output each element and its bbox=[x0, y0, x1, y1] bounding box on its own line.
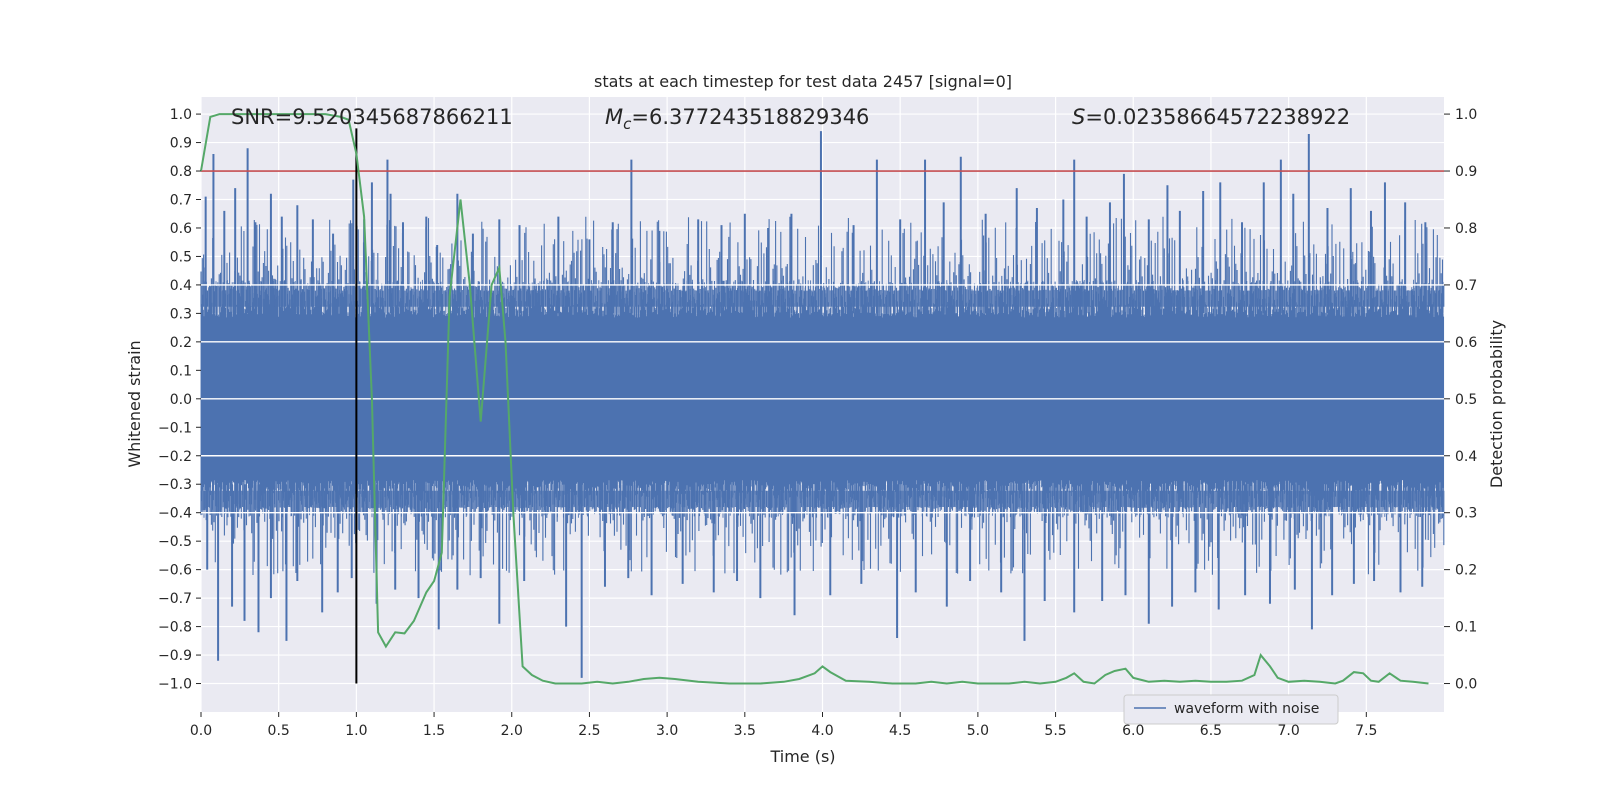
x-tick-label: 7.0 bbox=[1277, 723, 1299, 739]
y-tick-label: 0.0 bbox=[170, 392, 192, 408]
y2-tick-label: 0.6 bbox=[1455, 335, 1477, 351]
waveform-core bbox=[200, 279, 1445, 518]
y2-axis-label: Detection probability bbox=[1487, 320, 1506, 488]
y-tick-label: −0.2 bbox=[158, 449, 192, 465]
x-tick-label: 0.5 bbox=[268, 723, 290, 739]
y2-tick-label: 0.5 bbox=[1455, 392, 1477, 408]
y-tick-label: 0.5 bbox=[170, 249, 192, 265]
y2-tick-label: 0.2 bbox=[1455, 563, 1477, 579]
y-tick-label: −0.9 bbox=[158, 648, 192, 664]
y-tick-label: 0.3 bbox=[170, 306, 192, 322]
y-tick-label: 0.1 bbox=[170, 363, 192, 379]
y2-axis-ticks: 1.0 0.9 0.8 0.7 0.6 0.5 0.4 0.3 0.2 0.1 0.0 bbox=[1444, 107, 1477, 693]
x-tick-label: 1.5 bbox=[423, 723, 445, 739]
y-tick-label: −0.3 bbox=[158, 477, 192, 493]
x-tick-label: 2.0 bbox=[501, 723, 523, 739]
y2-tick-label: 0.3 bbox=[1455, 506, 1477, 522]
x-axis-label: Time (s) bbox=[769, 747, 835, 766]
s-symbol: S bbox=[1072, 105, 1085, 129]
x-tick-label: 4.0 bbox=[811, 723, 833, 739]
y2-tick-label: 0.8 bbox=[1455, 221, 1477, 237]
chirp-mass-annotation: Mc=6.377243518829346 bbox=[605, 105, 869, 133]
chart-title: stats at each timestep for test data 245… bbox=[594, 72, 1012, 91]
y2-tick-label: 0.9 bbox=[1455, 164, 1477, 180]
s-value: =0.023586645722389​22 bbox=[1085, 105, 1350, 129]
x-tick-label: 3.0 bbox=[656, 723, 678, 739]
y-tick-label: 0.2 bbox=[170, 335, 192, 351]
y-tick-label: 0.7 bbox=[170, 193, 192, 209]
x-axis-ticks: 0.0 0.5 1.0 1.5 2.0 2.5 3.0 3.5 4.0 4.5 5.0 5.5 6.0 6… bbox=[190, 712, 1377, 739]
x-tick-label: 3.5 bbox=[734, 723, 756, 739]
x-tick-label: 2.5 bbox=[578, 723, 600, 739]
y-tick-label: 0.8 bbox=[170, 164, 192, 180]
waveform-series bbox=[200, 131, 1445, 678]
x-tick-label: 6.5 bbox=[1200, 723, 1222, 739]
y-tick-label: 0.4 bbox=[170, 278, 192, 294]
y-tick-label: 0.6 bbox=[170, 221, 192, 237]
probability-line bbox=[200, 113, 1429, 685]
y-tick-label: −0.7 bbox=[158, 591, 192, 607]
y-tick-label: −0.6 bbox=[158, 563, 192, 579]
x-tick-label: 6.0 bbox=[1122, 723, 1144, 739]
y-tick-label: −1.0 bbox=[158, 677, 192, 693]
chirp-mass-symbol: M bbox=[605, 105, 623, 129]
x-tick-label: 5.5 bbox=[1044, 723, 1066, 739]
legend-box bbox=[1123, 694, 1339, 725]
chirp-mass-subscript: c bbox=[623, 115, 632, 133]
x-tick-label: 0.0 bbox=[190, 723, 212, 739]
y2-tick-label: 0.4 bbox=[1455, 449, 1477, 465]
y-tick-label: 1.0 bbox=[170, 107, 192, 123]
s-annotation: S=0.023586645722389​22 bbox=[1072, 105, 1350, 129]
y-tick-label: −0.1 bbox=[158, 420, 192, 436]
y2-tick-label: 0.7 bbox=[1455, 278, 1477, 294]
y-axis-label: Whitened strain bbox=[125, 340, 144, 467]
legend: waveform with noise bbox=[1123, 694, 1339, 725]
y-tick-label: 0.9 bbox=[170, 136, 192, 152]
snr-annotation: SNR=9.520345687866211 bbox=[231, 105, 513, 129]
y-axis-ticks: 1.0 0.9 0.8 0.7 0.6 0.5 0.4 0.3 0.2 0.1 0.0 −0.1 −0.… bbox=[158, 107, 201, 693]
x-tick-label: 1.0 bbox=[345, 723, 367, 739]
overlay-layer bbox=[200, 113, 1444, 685]
y2-tick-label: 0.1 bbox=[1455, 620, 1477, 636]
chirp-mass-value: =6.377243518829346 bbox=[631, 105, 869, 129]
y-tick-label: −0.8 bbox=[158, 620, 192, 636]
y-tick-label: −0.5 bbox=[158, 534, 192, 550]
x-tick-label: 5.0 bbox=[967, 723, 989, 739]
x-tick-label: 7.5 bbox=[1355, 723, 1377, 739]
y-tick-label: −0.4 bbox=[158, 506, 192, 522]
y2-tick-label: 0.0 bbox=[1455, 677, 1477, 693]
x-tick-label: 4.5 bbox=[889, 723, 911, 739]
y2-tick-label: 1.0 bbox=[1455, 107, 1477, 123]
legend-label: waveform with noise bbox=[1174, 701, 1319, 717]
